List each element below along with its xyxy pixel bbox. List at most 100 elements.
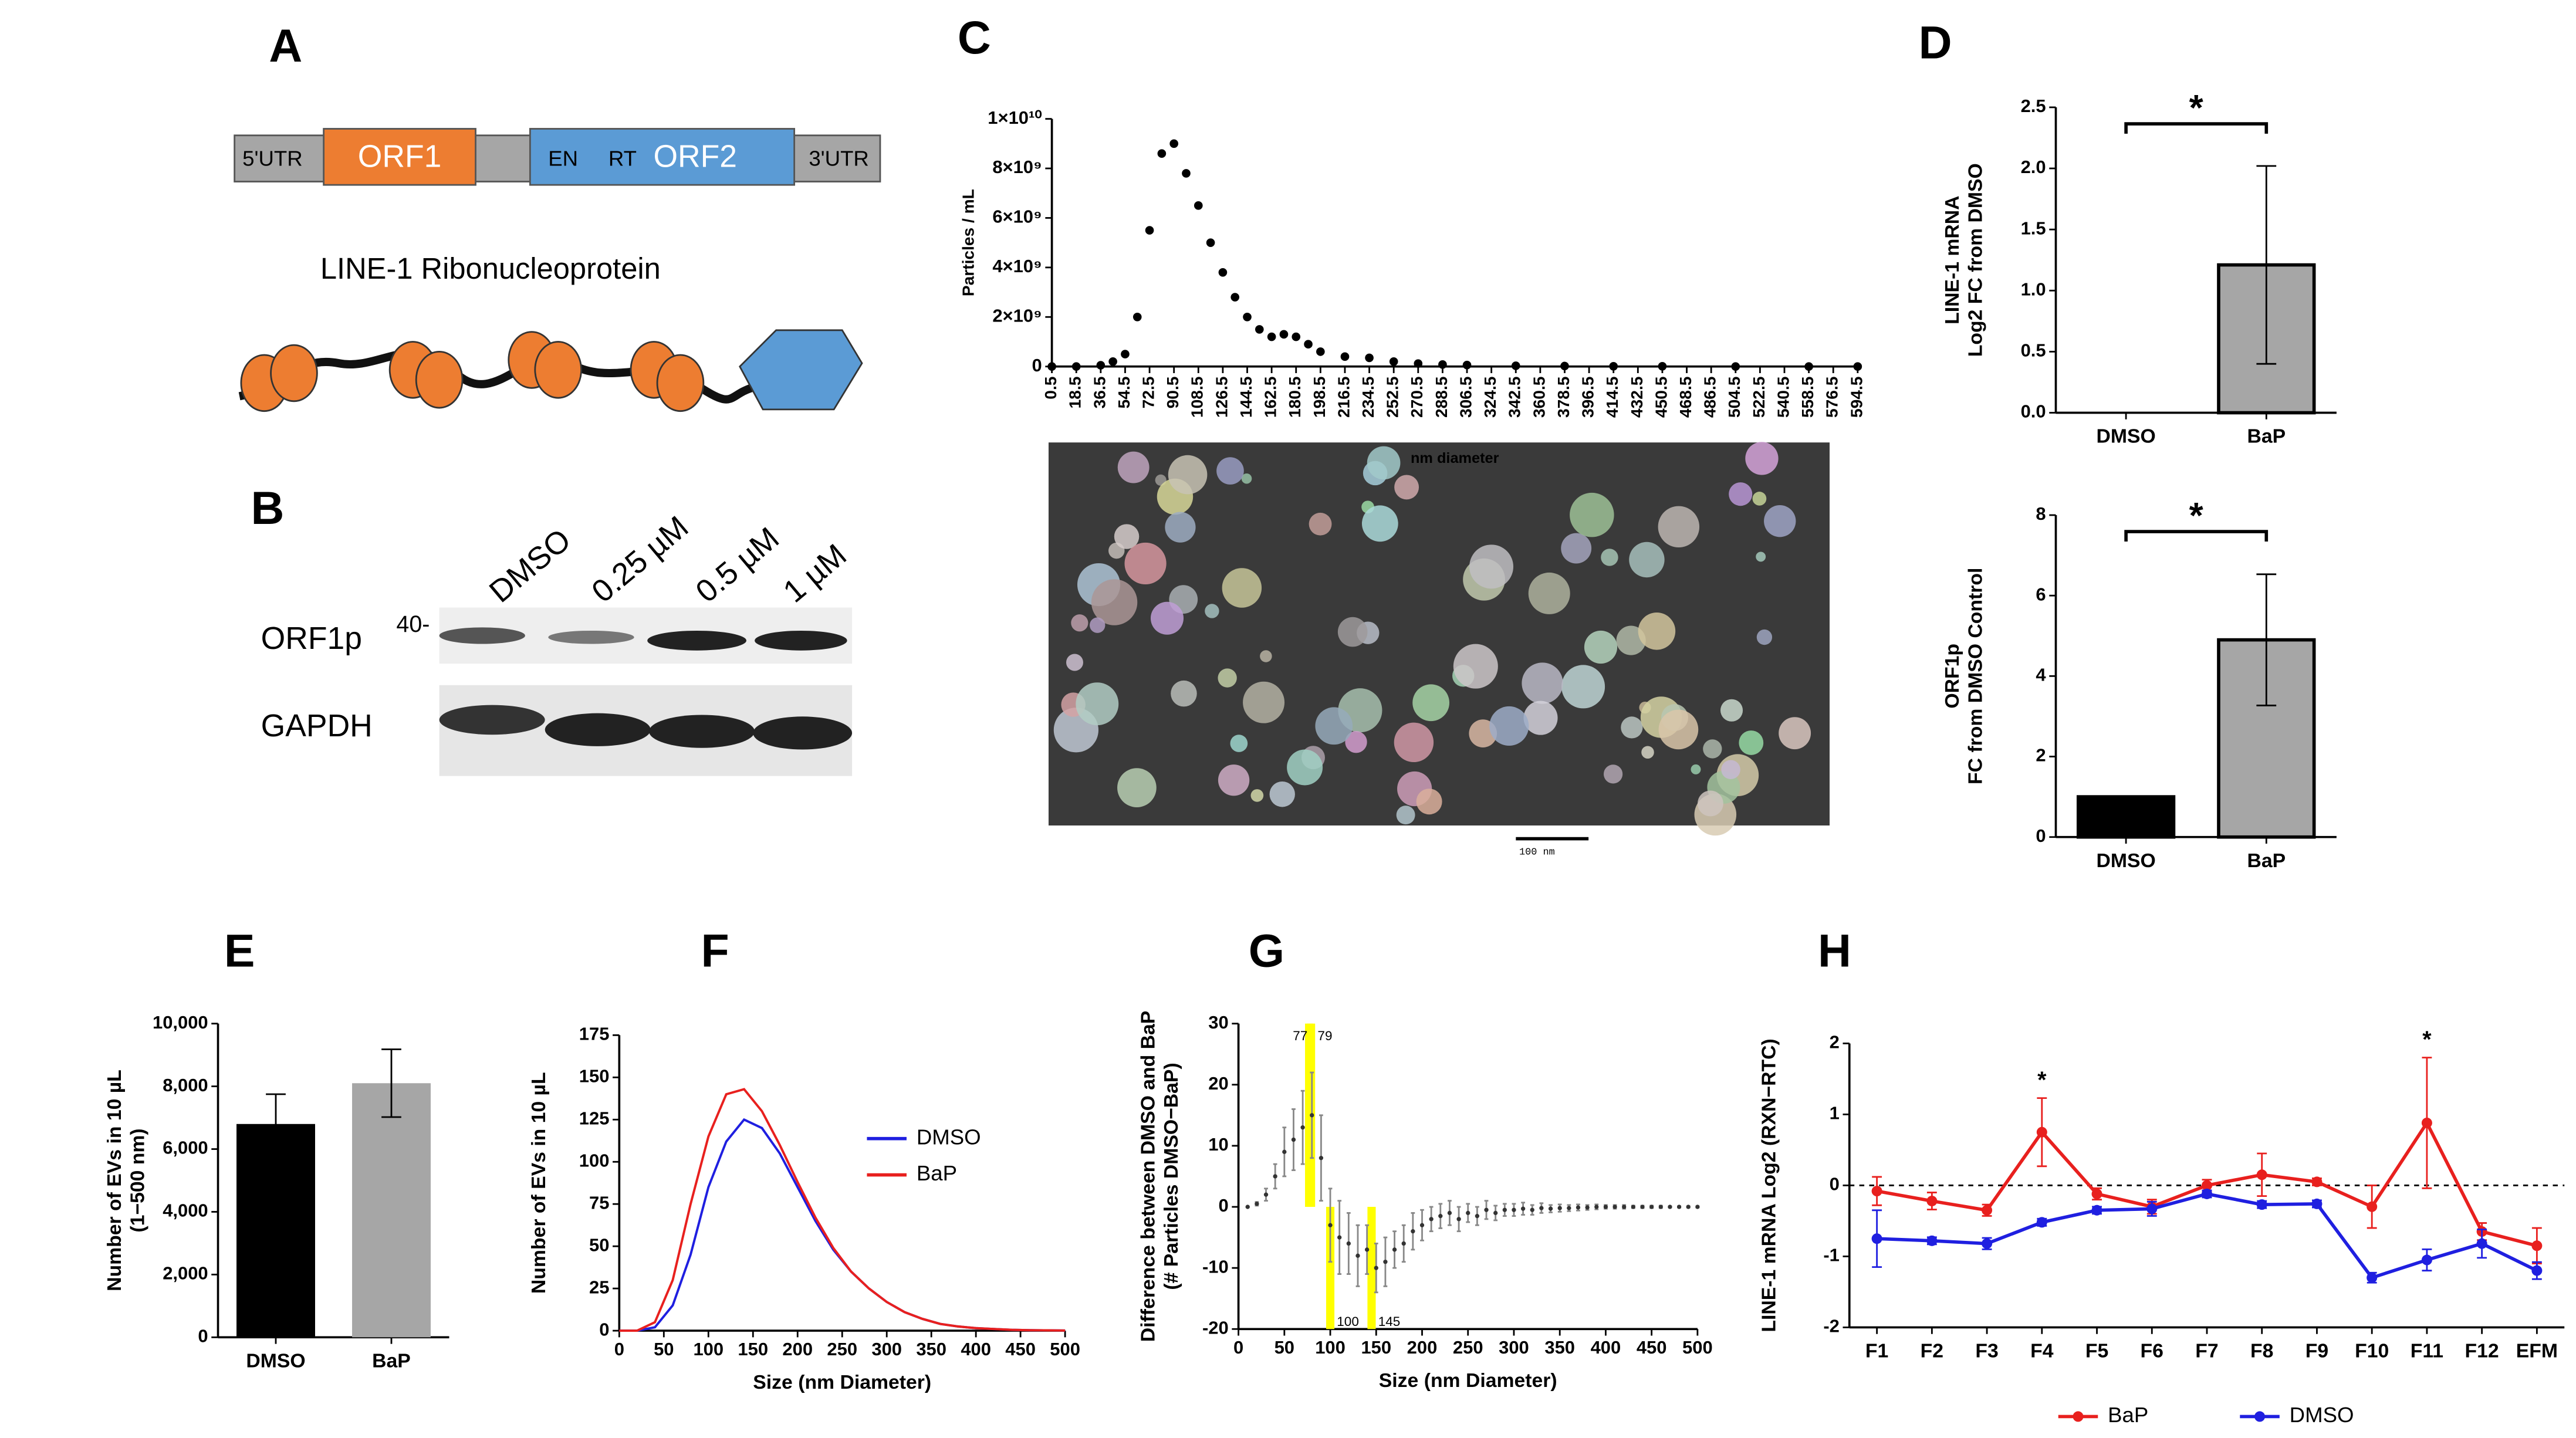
panel-letter: F — [701, 925, 729, 976]
point — [1520, 1206, 1526, 1211]
panel-letter: C — [958, 12, 991, 63]
y-tick-label: 100 — [579, 1150, 610, 1170]
particle — [1756, 551, 1766, 562]
x-tick-label: 72.5 — [1139, 377, 1157, 409]
panel-letter: H — [1818, 925, 1851, 976]
legend-label: BaP — [2108, 1403, 2148, 1427]
panel-letter: A — [269, 20, 302, 72]
x-tick-label: 90.5 — [1164, 377, 1182, 409]
particle — [1629, 542, 1665, 578]
particle — [1697, 790, 1723, 817]
particle — [1720, 699, 1743, 722]
particle — [1218, 668, 1237, 688]
point — [1401, 1241, 1406, 1246]
marker — [2367, 1201, 2378, 1212]
y-tick-label: 10 — [1208, 1134, 1228, 1155]
y-tick-label: 2×10⁹ — [992, 305, 1042, 326]
y-tick-label: 2.5 — [2021, 96, 2046, 116]
point — [1337, 1235, 1342, 1240]
protein-label: ORF1p — [261, 621, 362, 656]
point — [1145, 226, 1154, 235]
point — [1429, 1217, 1434, 1222]
point — [1282, 1149, 1287, 1154]
marker — [2311, 1176, 2323, 1187]
point — [1560, 361, 1569, 371]
point — [1218, 268, 1228, 277]
x-axis-label: Size (nm Diameter) — [753, 1371, 931, 1393]
highlight-label: 100 — [1337, 1314, 1359, 1329]
point — [1456, 1217, 1461, 1222]
particle — [1071, 614, 1088, 632]
y-tick-label: 25 — [589, 1277, 609, 1297]
point — [1374, 1266, 1378, 1270]
scale-label: 100 nm — [1519, 847, 1555, 858]
point — [1567, 1206, 1571, 1210]
point — [1557, 1206, 1562, 1210]
x-tick-label: 350 — [916, 1339, 946, 1359]
x-tick-label: 594.5 — [1847, 377, 1865, 418]
x-tick-label: 150 — [1361, 1337, 1391, 1358]
particle — [1641, 746, 1654, 759]
point — [1071, 362, 1081, 371]
x-tick-label: 504.5 — [1725, 377, 1743, 418]
y-tick-label: 0.0 — [2021, 401, 2046, 422]
x-tick-label: F5 — [2085, 1340, 2108, 1362]
point — [1243, 312, 1252, 322]
y-tick-label: 4,000 — [163, 1200, 208, 1221]
y-tick-label: 0 — [599, 1319, 609, 1339]
panel-letter: D — [1919, 17, 1952, 69]
particle — [1528, 572, 1570, 614]
x-tick-label: F11 — [2411, 1340, 2443, 1362]
x-tick-label: 450.5 — [1652, 377, 1670, 418]
tem-image: 100 nm — [1048, 442, 1830, 858]
x-tick-label: 0 — [1233, 1337, 1243, 1358]
point — [1255, 1202, 1259, 1206]
particle — [1412, 684, 1450, 722]
y-tick-label: 50 — [589, 1234, 609, 1255]
point — [1263, 1192, 1269, 1197]
y-tick-label: -2 — [1823, 1316, 1840, 1337]
x-tick-label: DMSO — [2096, 850, 2155, 872]
y-axis-label: (# Particles DMSO−BaP) — [1160, 1063, 1182, 1290]
x-tick-label: F12 — [2465, 1340, 2499, 1362]
particle — [1394, 722, 1434, 763]
y-tick-label: 20 — [1208, 1073, 1228, 1094]
point — [1096, 361, 1106, 370]
marker — [2531, 1265, 2543, 1276]
particle — [1165, 512, 1196, 543]
point — [1300, 1125, 1305, 1130]
x-tick-label: 200 — [1407, 1337, 1438, 1358]
x-tick-label: 50 — [1275, 1337, 1294, 1358]
y-tick-label: 2,000 — [163, 1263, 208, 1284]
x-tick-label: F8 — [2250, 1340, 2273, 1362]
point — [1310, 1113, 1314, 1118]
marker — [1871, 1186, 1882, 1197]
point — [1438, 1213, 1443, 1219]
highlight-label: 77 — [1293, 1028, 1307, 1043]
particle — [1570, 492, 1614, 537]
x-tick-label: F4 — [2030, 1340, 2054, 1362]
legend-marker — [2073, 1411, 2084, 1422]
point — [1612, 1204, 1617, 1209]
particle — [1739, 730, 1764, 755]
y-axis-label: FC from DMSO Control — [1964, 568, 1986, 784]
y-tick-label: 6×10⁹ — [992, 207, 1042, 227]
y-tick-label: 1×10¹⁰ — [988, 107, 1042, 128]
x-tick-label: 342.5 — [1506, 377, 1524, 418]
point — [1328, 1223, 1333, 1227]
marker — [2256, 1199, 2267, 1210]
y-tick-label: 8×10⁹ — [992, 157, 1042, 177]
highlight-label: 79 — [1317, 1028, 1332, 1043]
x-tick-label: 144.5 — [1237, 377, 1255, 418]
y-tick-label: 125 — [579, 1108, 610, 1128]
point — [1319, 1156, 1324, 1160]
y-tick-label: 0 — [2036, 825, 2046, 846]
marker — [1926, 1196, 1938, 1207]
x-tick-label: 50 — [654, 1339, 674, 1359]
particle — [1124, 542, 1167, 585]
x-tick-label: DMSO — [246, 1349, 305, 1372]
particle — [1729, 482, 1753, 506]
x-tick-label: 200 — [782, 1339, 813, 1359]
particle — [1260, 650, 1272, 662]
